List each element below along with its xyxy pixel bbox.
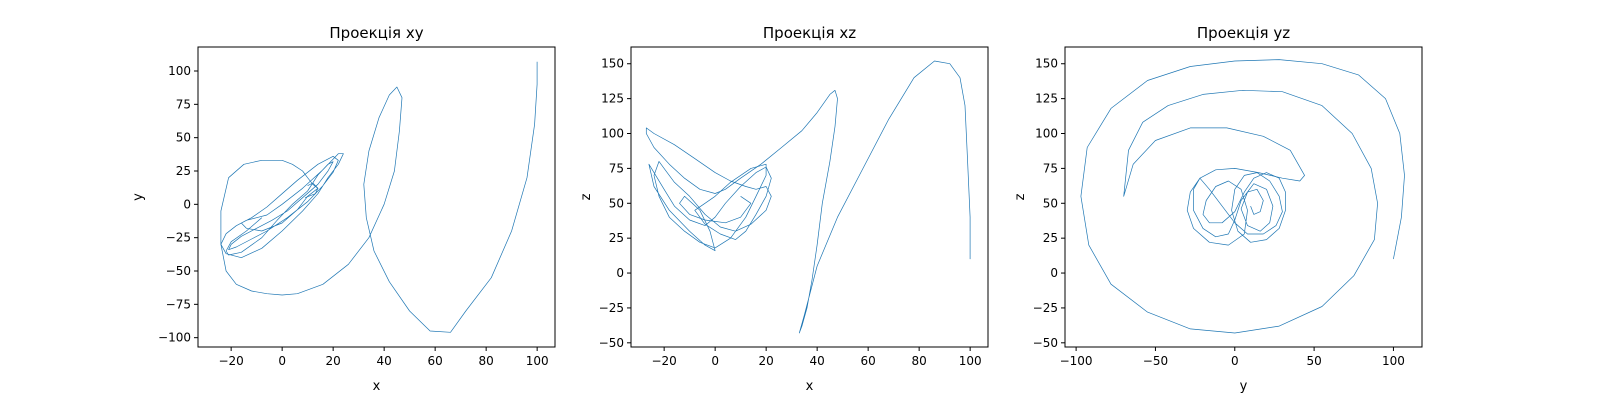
- x-tick-label: −20: [218, 354, 243, 368]
- subplot-title: Проекція xy: [329, 24, 423, 42]
- x-tick-label: 100: [959, 354, 982, 368]
- x-axis-label: x: [806, 379, 814, 394]
- y-tick-label: 150: [601, 57, 624, 71]
- plot-area: [645, 60, 971, 334]
- y-tick-label: 50: [1043, 196, 1058, 210]
- series-line-0: [1080, 59, 1405, 334]
- x-axis-label: x: [373, 379, 381, 394]
- y-tick-label: 100: [168, 64, 191, 78]
- series-line-0: [645, 60, 971, 334]
- x-tick-label: −20: [651, 354, 676, 368]
- y-tick-label: −100: [158, 331, 191, 345]
- y-tick-label: 100: [1035, 127, 1058, 141]
- x-tick-label: 60: [861, 354, 876, 368]
- y-tick-label: −25: [1033, 301, 1058, 315]
- y-tick-label: 25: [1043, 231, 1058, 245]
- y-tick-label: −50: [599, 336, 624, 350]
- y-tick-label: 75: [609, 161, 624, 175]
- y-tick-label: 125: [601, 92, 624, 106]
- subplot-xy: Проекція xy x y −20 0 20 40 60 80 100 −100 −75 −5…: [131, 24, 556, 394]
- y-tick-label: 100: [601, 127, 624, 141]
- y-tick-label: −50: [1033, 336, 1058, 350]
- x-tick-label: −100: [1060, 354, 1093, 368]
- plot-frame: [197, 46, 556, 348]
- x-tick-label: 80: [912, 354, 927, 368]
- y-tick-label: −50: [166, 264, 191, 278]
- series-line-1: [1186, 168, 1286, 246]
- x-tick-label: 40: [377, 354, 392, 368]
- y-tick-label: 125: [1035, 92, 1058, 106]
- plot-frame: [1064, 46, 1423, 348]
- x-tick-label: 40: [810, 354, 825, 368]
- x-tick-label: 100: [1382, 354, 1405, 368]
- subplot-title: Проекція xz: [763, 24, 856, 42]
- x-axis-label: y: [1240, 379, 1248, 394]
- x-tick-label: 20: [759, 354, 774, 368]
- subplot-yz: Проекція yz y z −100 −50 0 50 100−50−2502550…: [1013, 24, 1423, 394]
- series-line-0: [220, 61, 538, 333]
- x-tick-label: 0: [278, 354, 286, 368]
- y-axis-label: y: [131, 193, 146, 201]
- x-tick-label: 80: [479, 354, 494, 368]
- y-tick-label: 75: [1043, 161, 1058, 175]
- y-tick-label: 50: [176, 131, 191, 145]
- y-tick-label: 50: [609, 196, 624, 210]
- y-axis-label: z: [579, 193, 594, 200]
- series-line-1: [220, 153, 344, 259]
- x-tick-label: −50: [1143, 354, 1168, 368]
- y-tick-label: 25: [609, 231, 624, 245]
- x-tick-label: 50: [1306, 354, 1321, 368]
- plot-area: [1080, 59, 1405, 334]
- y-axis-label: z: [1013, 193, 1028, 200]
- series-line-1: [648, 161, 772, 252]
- y-tick-label: 0: [1050, 266, 1058, 280]
- y-tick-label: −25: [166, 231, 191, 245]
- y-tick-label: 150: [1035, 57, 1058, 71]
- x-tick-label: 100: [526, 354, 549, 368]
- y-tick-label: 0: [183, 197, 191, 211]
- y-tick-label: −25: [599, 301, 624, 315]
- x-tick-label: 0: [711, 354, 719, 368]
- y-tick-label: 25: [176, 164, 191, 178]
- x-tick-label: 60: [428, 354, 443, 368]
- subplot-title: Проекція yz: [1197, 24, 1290, 42]
- subplot-xz: Проекція xz x z −20 0 20 40 60 80 100 −50 −25 0 25…: [579, 24, 989, 394]
- x-tick-label: 20: [326, 354, 341, 368]
- y-tick-label: −75: [166, 297, 191, 311]
- plot-frame: [630, 46, 989, 348]
- y-tick-label: 75: [176, 97, 191, 111]
- plot-area: [220, 61, 538, 333]
- y-tick-label: 0: [616, 266, 624, 280]
- x-tick-label: 0: [1231, 354, 1239, 368]
